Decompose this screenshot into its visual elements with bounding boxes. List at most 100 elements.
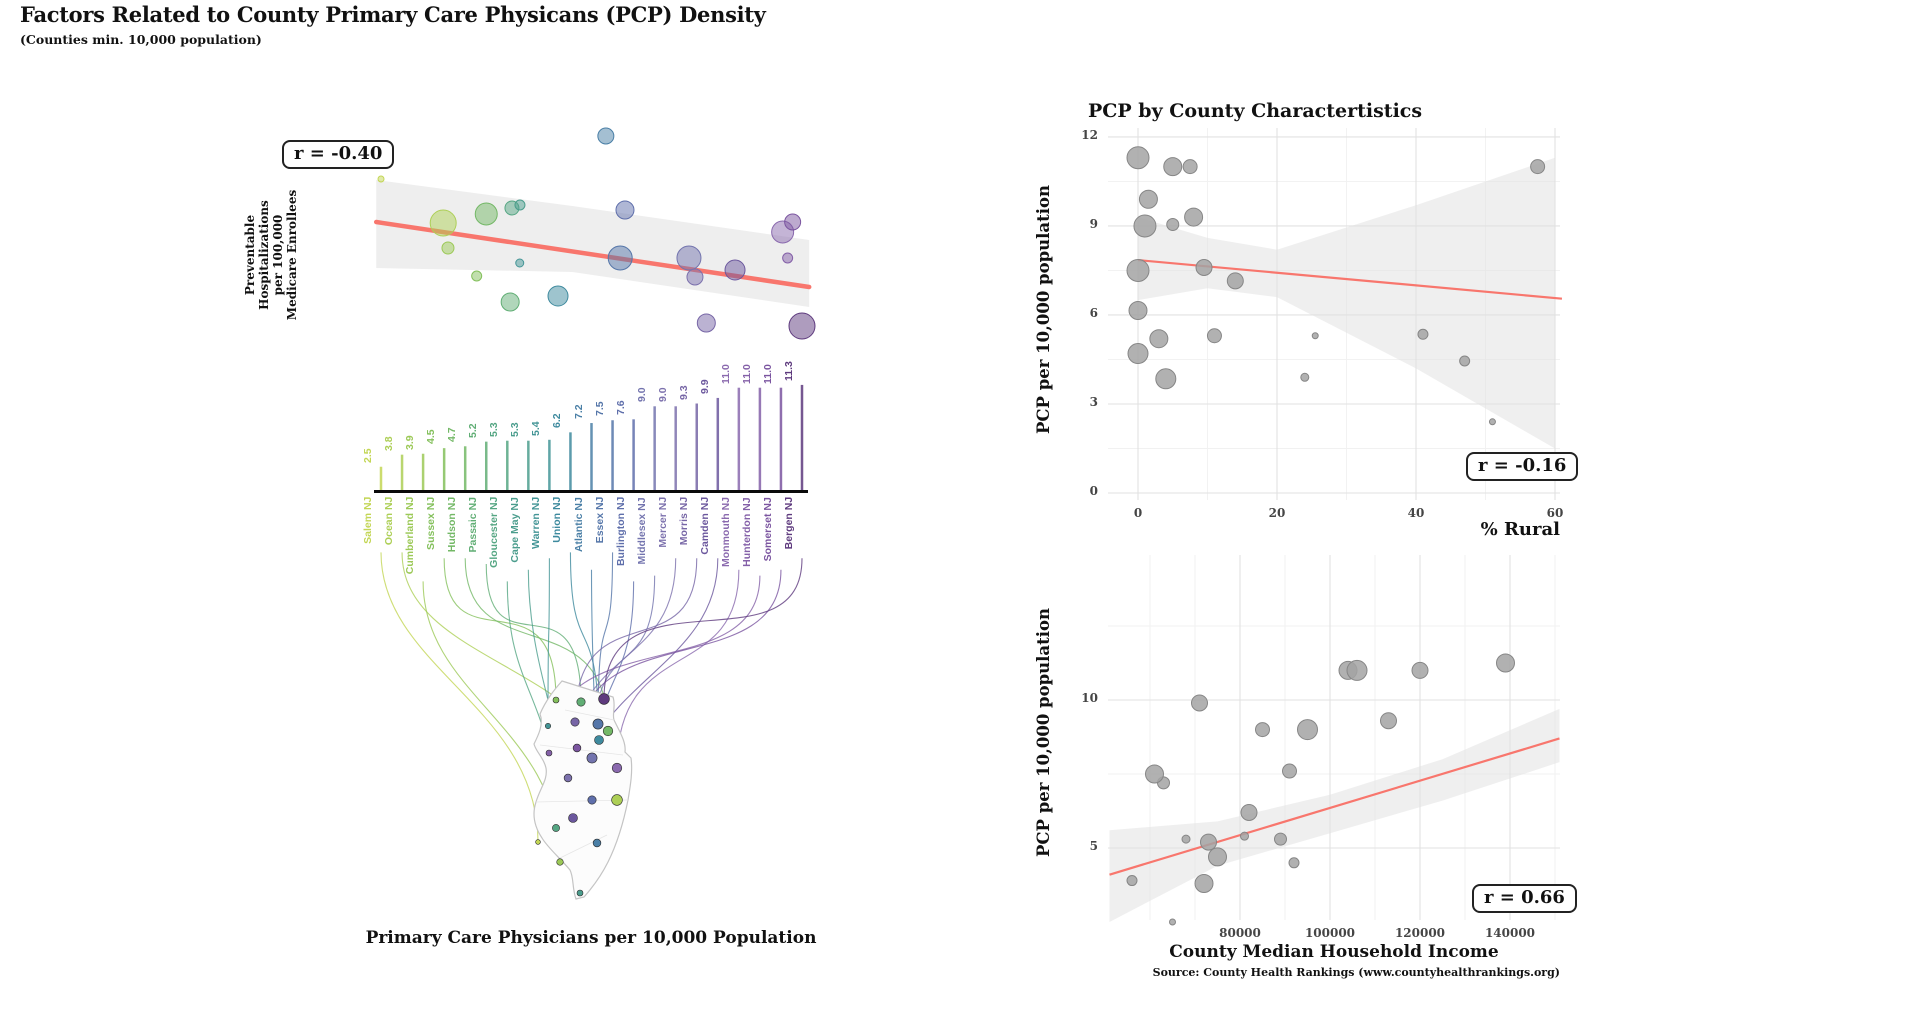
scatter-point (1182, 159, 1198, 175)
lollipop-bar (695, 403, 698, 490)
left-chart-x-axis-label: Primary Care Physicians per 10,000 Popul… (365, 928, 817, 948)
map-county-dot (594, 735, 604, 745)
x-tick-label: 140000 (1484, 926, 1536, 940)
scatter-point (547, 285, 569, 307)
map-county-dot (568, 813, 578, 823)
scatter-point (1240, 803, 1258, 821)
scatter-point (1184, 207, 1204, 227)
correlation-value: r = -0.40 (294, 143, 383, 164)
flow-curve (485, 563, 582, 703)
x-tick-label: 120000 (1394, 926, 1446, 940)
scatter-point (1297, 719, 1318, 741)
lollipop-bar (674, 406, 677, 490)
lollipop-bar (379, 466, 383, 490)
scatter-point (1488, 418, 1496, 426)
map-county-dot (576, 697, 586, 707)
scatter-point (1274, 832, 1287, 846)
y-axis-label-line: Preventable (243, 214, 257, 296)
y-axis-label-line: per 100,000 (271, 214, 285, 296)
scatter-point (1145, 764, 1164, 784)
confidence-band (376, 180, 810, 307)
lollipop-bar (527, 440, 530, 490)
flow-curve (603, 558, 803, 700)
pcp-hospitalizations-scatter-and-lollipop-chart (373, 127, 816, 493)
scatter-point (782, 252, 794, 264)
scatter-point (1459, 355, 1471, 367)
lollipop-bar (779, 387, 783, 490)
y-tick-label: 9 (1089, 216, 1098, 231)
pcp-value-label: 5.2 (467, 423, 480, 438)
map-county-dot (552, 824, 560, 832)
pcp-value-label: 9.0 (656, 387, 669, 403)
income-chart-x-axis-label: County Median Household Income (1169, 942, 1499, 962)
flow-curve (443, 558, 557, 701)
rural-chart-y-axis-label: PCP per 10,000 population (1034, 185, 1053, 434)
y-tick-label: 6 (1089, 305, 1098, 320)
map-county-dot (576, 889, 584, 897)
pcp-value-label: 11.3 (783, 361, 795, 381)
x-tick-label: 80000 (1219, 926, 1261, 940)
pcp-value-label: 9.9 (698, 379, 711, 394)
map-county-dot (602, 725, 614, 737)
x-tick-label: 40 (1407, 506, 1425, 520)
scatter-point (1149, 329, 1169, 349)
y-axis-label-line: Medicare Enrollees (285, 189, 299, 321)
lollipop-bar (653, 406, 656, 490)
flow-curve (616, 569, 740, 769)
scatter-point (1282, 763, 1297, 779)
scatter-point (515, 258, 525, 268)
scatter-point (1166, 217, 1180, 231)
scatter-point (1194, 874, 1214, 894)
y-tick-label: 5 (1089, 839, 1098, 853)
y-tick-label: 0 (1089, 484, 1098, 498)
county-border-line (539, 744, 624, 756)
pcp-value-label: 6.2 (551, 413, 564, 429)
income-chart-y-axis-label: PCP per 10,000 population (1034, 608, 1053, 857)
pcp-value-label: 5.3 (509, 422, 522, 437)
lollipop-bar (548, 439, 551, 490)
y-tick-label: 3 (1089, 394, 1098, 409)
scatter-point (597, 127, 615, 145)
scatter-point (615, 200, 635, 220)
map-county-dot (556, 858, 564, 866)
scatter-point (1311, 332, 1319, 340)
correlation-badge-income: r = 0.66 (1472, 884, 1577, 913)
correlation-value: r = 0.66 (1484, 887, 1565, 908)
scatter-point (1191, 694, 1208, 712)
lollipop-bar (590, 423, 593, 490)
pcp-value-label: 4.5 (425, 429, 438, 445)
x-axis-line (374, 490, 808, 493)
confidence-band (1109, 708, 1560, 922)
trend-line (1109, 737, 1560, 876)
lollipop-bar (611, 420, 614, 490)
scatter-point (1163, 157, 1183, 177)
flow-curve (464, 558, 609, 732)
scatter-point (471, 270, 483, 282)
scatter-point (1240, 831, 1249, 841)
scatter-point (1169, 918, 1176, 926)
scatter-point (724, 259, 746, 281)
scatter-point (429, 209, 457, 237)
lollipop-bar (569, 432, 572, 490)
map-county-dot (592, 718, 604, 730)
map-county-dot (586, 752, 598, 764)
pcp-by-rural-scatter-chart (1108, 128, 1563, 500)
nj-county-map-flow-chart (380, 552, 803, 900)
scatter-point (1138, 189, 1158, 209)
map-county-dot (570, 717, 580, 727)
scatter-point (1200, 833, 1217, 851)
scatter-point (1133, 214, 1157, 238)
rural-chart-x-axis-label: % Rural (1480, 519, 1560, 540)
map-county-dot (535, 839, 541, 845)
lollipop-bar (632, 419, 635, 490)
county-border-line (564, 709, 615, 721)
pcp-value-label: 9.0 (635, 387, 648, 403)
scatter-point (1288, 857, 1300, 869)
scatter-point (1195, 259, 1213, 277)
scatter-point (607, 245, 633, 271)
scatter-point (1128, 301, 1148, 321)
pcp-value-label: 2.5 (362, 448, 374, 463)
pcp-value-label: 7.2 (572, 404, 585, 420)
pcp-value-label: 9.3 (677, 384, 690, 400)
